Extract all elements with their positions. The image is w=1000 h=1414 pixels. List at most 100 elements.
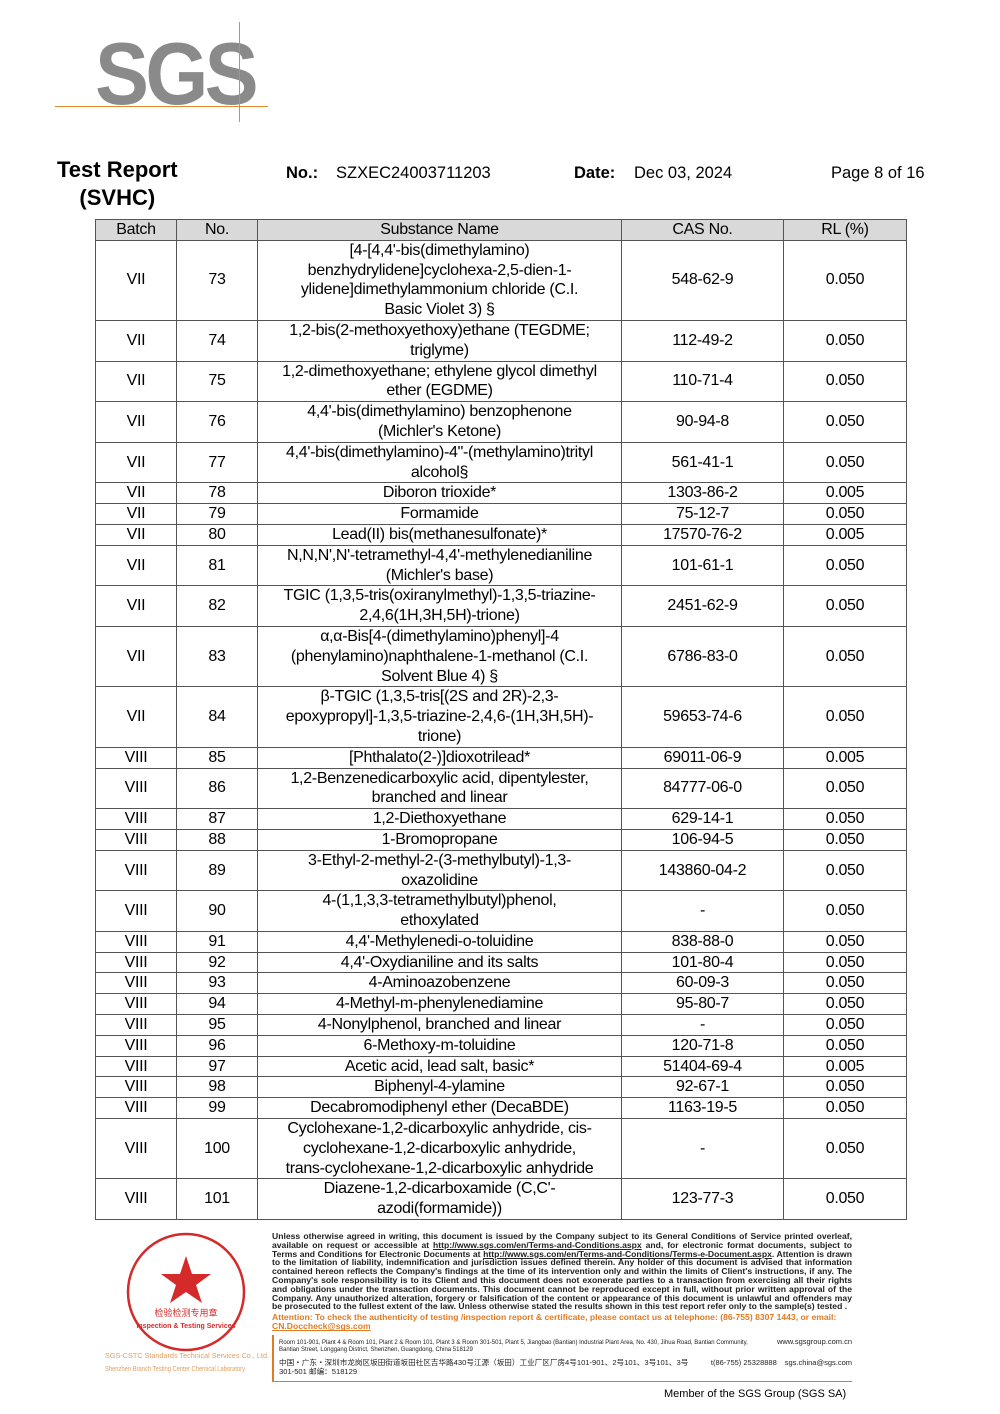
cell-rl: 0.050: [783, 239, 907, 321]
cell-cas-no: 629-14-1: [621, 808, 784, 830]
cell-rl: 0.050: [783, 1118, 907, 1180]
table-row: VIII 87 1,2-Diethoxyethane 629-14-1 0.050: [95, 808, 907, 830]
cell-cas-no: -: [621, 1014, 784, 1036]
cell-batch: VII: [95, 360, 177, 403]
table-row: VII 82 TGIC (1,3,5-tris(oxiranylmethyl)-1,…: [95, 585, 907, 627]
cell-no: 99: [176, 1097, 258, 1120]
cell-batch: VII: [95, 239, 177, 321]
cell-cas-no: 92-67-1: [621, 1076, 784, 1099]
cell-no: 88: [176, 828, 258, 851]
footer: 检验检测专用章 Inspection & Testing Services SG…: [95, 1232, 906, 1382]
column-header-substance: Substance Name: [257, 219, 622, 241]
address-en: Room 101-901, Plant 4 & Room 101, Plant …: [279, 1339, 748, 1354]
table-row: VIII 88 1-Bromopropane 106-94-5 0.050: [95, 828, 907, 851]
star-icon: [161, 1256, 211, 1304]
member-note: Member of the SGS Group (SGS SA): [664, 1387, 847, 1400]
table-row: VII 83 α,α-Bis[4-(dimethylamino)phenyl]-4 …: [95, 625, 907, 688]
contact-email[interactable]: sgs.china@sgs.com: [784, 1357, 852, 1367]
cell-substance-name: 3-Ethyl-2-methyl-2-(3-methylbutyl)-1,3- …: [257, 849, 622, 892]
cell-cas-no: 123-77-3: [621, 1178, 784, 1221]
cell-cas-no: 51404-69-4: [621, 1055, 784, 1078]
cell-substance-name: 1,2-bis(2-methoxyethoxy)ethane (TEGDME; …: [257, 319, 622, 362]
cell-cas-no: -: [621, 890, 784, 932]
cell-no: 93: [176, 972, 258, 995]
cell-rl: 0.050: [783, 808, 907, 830]
seal-ring: [126, 1232, 246, 1352]
report-date: Dec 03, 2024: [634, 164, 733, 182]
seal-inner-cn: 检验检测专用章: [154, 1307, 217, 1319]
cell-substance-name: Decabromodiphenyl ether (DecaBDE): [257, 1097, 622, 1120]
cell-cas-no: 95-80-7: [621, 993, 784, 1016]
cell-substance-name: 4,4'-Methylenedi-o-toluidine: [257, 930, 622, 953]
table-row: VII 80 Lead(II) bis(methanesulfonate)* 1757…: [95, 523, 907, 546]
title-line: Test Report: [57, 157, 178, 182]
column-header-cas: CAS No.: [621, 219, 784, 241]
cell-rl: 0.050: [783, 1076, 907, 1099]
cell-no: 78: [176, 482, 258, 505]
cell-no: 74: [176, 319, 258, 362]
cell-batch: VIII: [95, 1055, 177, 1078]
cell-no: 101: [176, 1178, 258, 1221]
cell-no: 98: [176, 1076, 258, 1099]
cell-batch: VIII: [95, 1097, 177, 1120]
table-header-row: Batch No. Substance Name CAS No. RL (%): [95, 219, 907, 241]
website[interactable]: www.sgsgroup.com.cn: [776, 1336, 852, 1346]
cell-no: 81: [176, 544, 258, 587]
cell-batch: VII: [95, 319, 177, 362]
cell-no: 76: [176, 401, 258, 443]
cell-batch: VII: [95, 482, 177, 505]
cell-substance-name: Lead(II) bis(methanesulfonate)*: [257, 523, 622, 546]
cell-rl: 0.050: [783, 930, 907, 953]
cell-rl: 0.050: [783, 1097, 907, 1120]
cell-batch: VII: [95, 441, 177, 484]
cell-substance-name: Diazene-1,2-dicarboxamide (C,C'- azodi(f…: [257, 1178, 622, 1221]
cell-rl: 0.050: [783, 503, 907, 525]
cell-cas-no: 112-49-2: [621, 319, 784, 362]
doccheck-email-link[interactable]: CN.Doccheck@sgs.com: [272, 1321, 371, 1332]
cell-cas-no: 75-12-7: [621, 503, 784, 525]
cell-rl: 0.005: [783, 746, 907, 769]
table-row: VIII 99 Decabromodiphenyl ether (DecaBDE) 1…: [95, 1097, 907, 1120]
cell-substance-name: 1-Bromopropane: [257, 828, 622, 851]
logo-text: SGS: [95, 24, 259, 123]
table-row: VII 74 1,2-bis(2-methoxyethoxy)ethane (TEG…: [95, 319, 907, 362]
cell-rl: 0.050: [783, 951, 907, 974]
cell-batch: VIII: [95, 849, 177, 892]
table-row: VII 78 Diboron trioxide* 1303-86-2 0.005: [95, 482, 907, 505]
cell-rl: 0.050: [783, 767, 907, 810]
cell-cas-no: 1163-19-5: [621, 1097, 784, 1120]
date-label: Date:: [574, 164, 616, 182]
cell-batch: VII: [95, 503, 177, 525]
logo-divider: [55, 106, 268, 107]
cell-substance-name: Diboron trioxide*: [257, 482, 622, 505]
cell-batch: VII: [95, 401, 177, 443]
svhc-table: Batch No. Substance Name CAS No. RL (%) …: [95, 219, 907, 1221]
e-document-terms-link[interactable]: http://www.sgs.com/en/Terms-and-Conditio…: [483, 1248, 772, 1259]
cell-rl: 0.050: [783, 828, 907, 851]
cell-substance-name: 4,4'-bis(dimethylamino)-4"-(methylamino)…: [257, 441, 622, 484]
cell-rl: 0.050: [783, 441, 907, 484]
cell-substance-name: α,α-Bis[4-(dimethylamino)phenyl]-4 (phen…: [257, 625, 622, 688]
column-header-rl: RL (%): [783, 219, 907, 241]
cell-cas-no: 69011-06-9: [621, 746, 784, 769]
logo-divider: [239, 22, 240, 122]
cell-no: 96: [176, 1034, 258, 1057]
cell-rl: 0.005: [783, 523, 907, 546]
cell-no: 85: [176, 746, 258, 769]
cell-no: 73: [176, 239, 258, 321]
disclaimer-text: and, for electronic format documents, su…: [272, 1239, 852, 1259]
cell-cas-no: 60-09-3: [621, 972, 784, 995]
cell-substance-name: [Phthalato(2-)]dioxotrilead*: [257, 746, 622, 769]
cell-rl: 0.050: [783, 1178, 907, 1221]
attention-text: Attention: To check the authenticity of …: [272, 1312, 837, 1323]
cell-cas-no: 6786-83-0: [621, 625, 784, 688]
cell-no: 77: [176, 441, 258, 484]
cell-no: 89: [176, 849, 258, 892]
cell-substance-name: 4,4'-Oxydianiline and its salts: [257, 951, 622, 974]
cell-substance-name: Biphenyl-4-ylamine: [257, 1076, 622, 1099]
lab-name: Shenzhen Branch Testing Center Chemical …: [105, 1366, 245, 1373]
cell-cas-no: 143860-04-2: [621, 849, 784, 892]
terms-link[interactable]: http://www.sgs.com/en/Terms-and-Conditio…: [433, 1239, 642, 1250]
cell-batch: VII: [95, 686, 177, 748]
cell-rl: 0.050: [783, 849, 907, 892]
